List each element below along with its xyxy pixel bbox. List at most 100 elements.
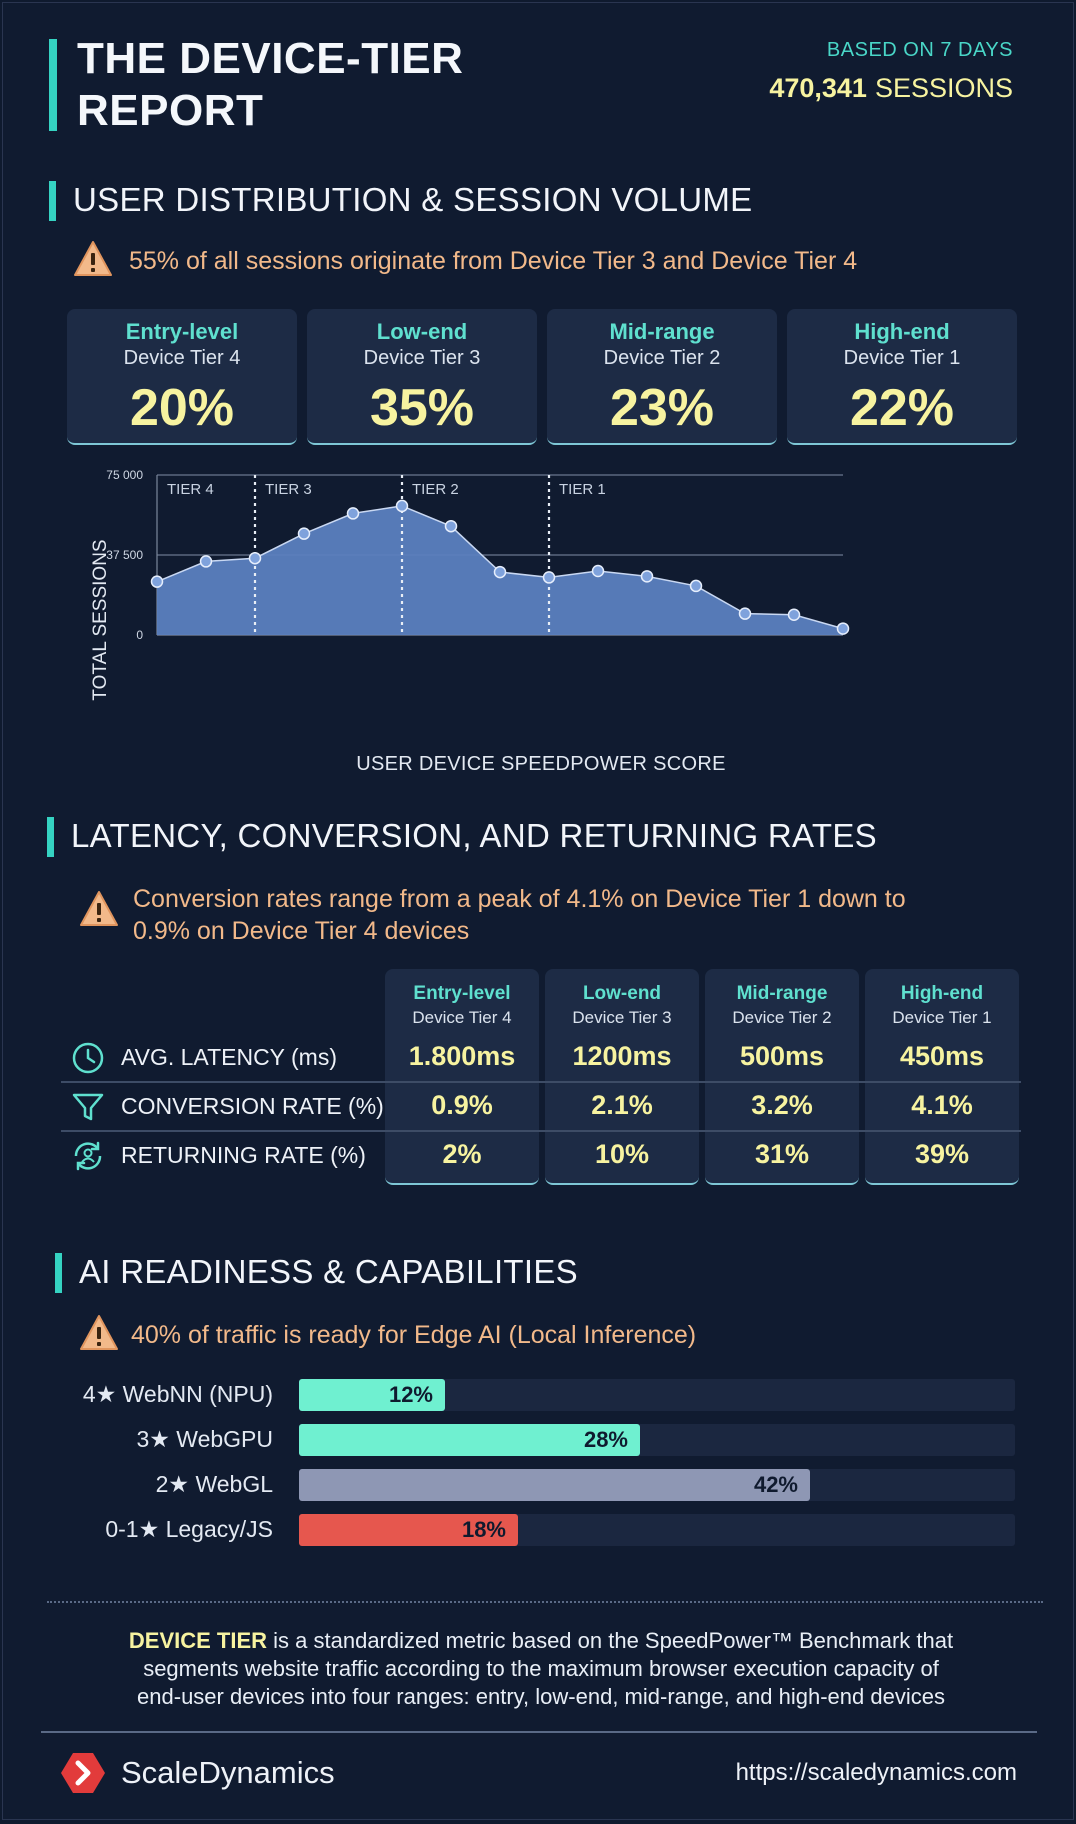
tier-marker-label: TIER 1 bbox=[559, 481, 606, 498]
table-cell: 39% bbox=[914, 1139, 970, 1169]
warning-icon bbox=[80, 1315, 118, 1350]
warning-line-1: Conversion rates range from a peak of 4.… bbox=[133, 885, 906, 913]
definition-line-2: segments website traffic according to th… bbox=[143, 1656, 939, 1681]
column-level: High-end bbox=[900, 983, 984, 1004]
tier-card-4: Entry-level Device Tier 4 20% bbox=[67, 309, 297, 445]
row-divider bbox=[61, 1130, 1021, 1132]
column-header: Entry-level Device Tier 4 bbox=[385, 983, 539, 1028]
row-label-returning: RETURNING RATE (%) bbox=[121, 1142, 366, 1168]
title-line-2: REPORT bbox=[77, 86, 264, 135]
data-point bbox=[738, 607, 752, 620]
ai-bar-label: 2★ WebGL bbox=[155, 1471, 273, 1497]
section-accent-bar bbox=[49, 181, 56, 221]
section-title-rates: LATENCY, CONVERSION, AND RETURNING RATES bbox=[71, 817, 877, 854]
table-cell: 1.800ms bbox=[408, 1041, 516, 1071]
column-tier: Device Tier 4 bbox=[412, 1008, 512, 1027]
table-cell: 450ms bbox=[899, 1041, 985, 1071]
data-point bbox=[297, 527, 311, 540]
warning-text-distribution: 55% of all sessions originate from Devic… bbox=[129, 247, 858, 275]
footer-divider bbox=[41, 1731, 1037, 1733]
warning-text-rates: Conversion rates range from a peak of 4.… bbox=[133, 883, 906, 947]
tier-share: 35% bbox=[369, 379, 475, 437]
ai-bar-track: 28% bbox=[299, 1424, 1015, 1456]
tier-marker-label: TIER 2 bbox=[412, 481, 459, 498]
tier-level: High-end bbox=[854, 319, 950, 344]
tier-card-3: Low-end Device Tier 3 35% bbox=[307, 309, 537, 445]
definition-line-1: is a standardized metric based on the Sp… bbox=[267, 1628, 954, 1653]
table-column-tier-3 bbox=[545, 969, 699, 1185]
section-title-ai: AI READINESS & CAPABILITIES bbox=[79, 1253, 578, 1290]
y-axis-label: TOTAL SESSIONS bbox=[90, 539, 111, 700]
period-label: BASED ON 7 DAYS bbox=[826, 39, 1013, 61]
tier-card-2: Mid-range Device Tier 2 23% bbox=[547, 309, 777, 445]
scaledynamics-logo-icon bbox=[61, 1753, 105, 1793]
x-axis-label: USER DEVICE SPEEDPOWER SCORE bbox=[356, 753, 726, 775]
table-cell: 4.1% bbox=[911, 1090, 973, 1120]
ai-bar-value: 42% bbox=[753, 1472, 798, 1497]
y-tick-label: 37 500 bbox=[106, 548, 143, 562]
title-accent-bar bbox=[49, 39, 57, 131]
column-level: Low-end bbox=[582, 983, 662, 1004]
website-link[interactable]: https://scaledynamics.com bbox=[735, 1759, 1017, 1786]
table-cell: 2% bbox=[442, 1139, 482, 1169]
ai-bar-label: 4★ WebNN (NPU) bbox=[82, 1381, 273, 1407]
definition-line-3: end-user devices into four ranges: entry… bbox=[137, 1684, 945, 1709]
column-tier: Device Tier 2 bbox=[732, 1008, 832, 1027]
definition-term: DEVICE TIER bbox=[128, 1628, 268, 1653]
area-series bbox=[157, 505, 843, 635]
warning-icon bbox=[74, 241, 112, 276]
column-level: Entry-level bbox=[413, 983, 511, 1004]
table-cell: 1200ms bbox=[572, 1041, 672, 1071]
ai-bar-label: 0-1★ Legacy/JS bbox=[105, 1516, 273, 1542]
y-tick-label: 75 000 bbox=[106, 468, 143, 482]
warning-text-ai: 40% of traffic is ready for Edge AI (Loc… bbox=[131, 1321, 697, 1349]
y-tick-label: 0 bbox=[136, 628, 143, 642]
section-accent-bar bbox=[55, 1253, 62, 1293]
sessions-total: 470,341 SESSIONS bbox=[769, 73, 1013, 104]
row-label-latency: AVG. LATENCY (ms) bbox=[121, 1044, 337, 1070]
tier-marker-label: TIER 3 bbox=[265, 481, 312, 498]
ai-bar-value: 28% bbox=[583, 1427, 628, 1452]
column-header: Low-end Device Tier 3 bbox=[545, 983, 699, 1028]
warning-icon bbox=[80, 891, 118, 926]
sessions-label: SESSIONS bbox=[874, 73, 1013, 103]
ai-bar-label: 3★ WebGPU bbox=[136, 1426, 273, 1452]
row-label-conversion: CONVERSION RATE (%) bbox=[121, 1093, 384, 1119]
data-point bbox=[787, 608, 801, 621]
sessions-area-chart: TOTAL SESSIONS 75 000 37 500 0 TIER 4 TIER 3… bbox=[90, 468, 850, 701]
ai-bar-fill: 12% bbox=[299, 1379, 445, 1411]
data-point bbox=[689, 579, 703, 593]
column-tier: Device Tier 3 bbox=[572, 1008, 672, 1027]
funnel-icon bbox=[72, 1093, 104, 1121]
page-title: THE DEVICE-TIER REPORT bbox=[77, 33, 463, 137]
data-point bbox=[542, 571, 556, 584]
section-title-distribution: USER DISTRIBUTION & SESSION VOLUME bbox=[73, 181, 753, 218]
ai-bar-track: 18% bbox=[299, 1514, 1015, 1546]
table-cell: 500ms bbox=[739, 1041, 825, 1071]
returning-user-icon bbox=[74, 1141, 102, 1171]
section-accent-bar bbox=[47, 817, 54, 857]
table-cell: 3.2% bbox=[751, 1090, 813, 1120]
dotted-divider bbox=[47, 1601, 1043, 1603]
title-line-1: THE DEVICE-TIER bbox=[77, 34, 464, 83]
tier-name: Device Tier 4 bbox=[123, 347, 241, 369]
tier-name: Device Tier 2 bbox=[603, 347, 721, 369]
tier-share: 20% bbox=[129, 379, 235, 437]
table-column-tier-2 bbox=[705, 969, 859, 1185]
ai-bar-fill: 42% bbox=[299, 1469, 810, 1501]
data-point bbox=[248, 551, 262, 565]
data-point bbox=[346, 507, 360, 520]
column-header: Mid-range Device Tier 2 bbox=[705, 983, 859, 1028]
sessions-count: 470,341 bbox=[769, 73, 867, 103]
tier-level: Entry-level bbox=[125, 319, 239, 344]
table-cell: 2.1% bbox=[591, 1090, 653, 1120]
data-point bbox=[591, 564, 605, 578]
table-cell: 0.9% bbox=[431, 1090, 493, 1120]
data-point bbox=[395, 499, 409, 513]
tier-share: 22% bbox=[849, 379, 955, 437]
ai-bar-fill: 28% bbox=[299, 1424, 640, 1456]
tier-share: 23% bbox=[609, 379, 715, 437]
data-point bbox=[150, 575, 164, 588]
tier-card-1: High-end Device Tier 1 22% bbox=[787, 309, 1017, 445]
